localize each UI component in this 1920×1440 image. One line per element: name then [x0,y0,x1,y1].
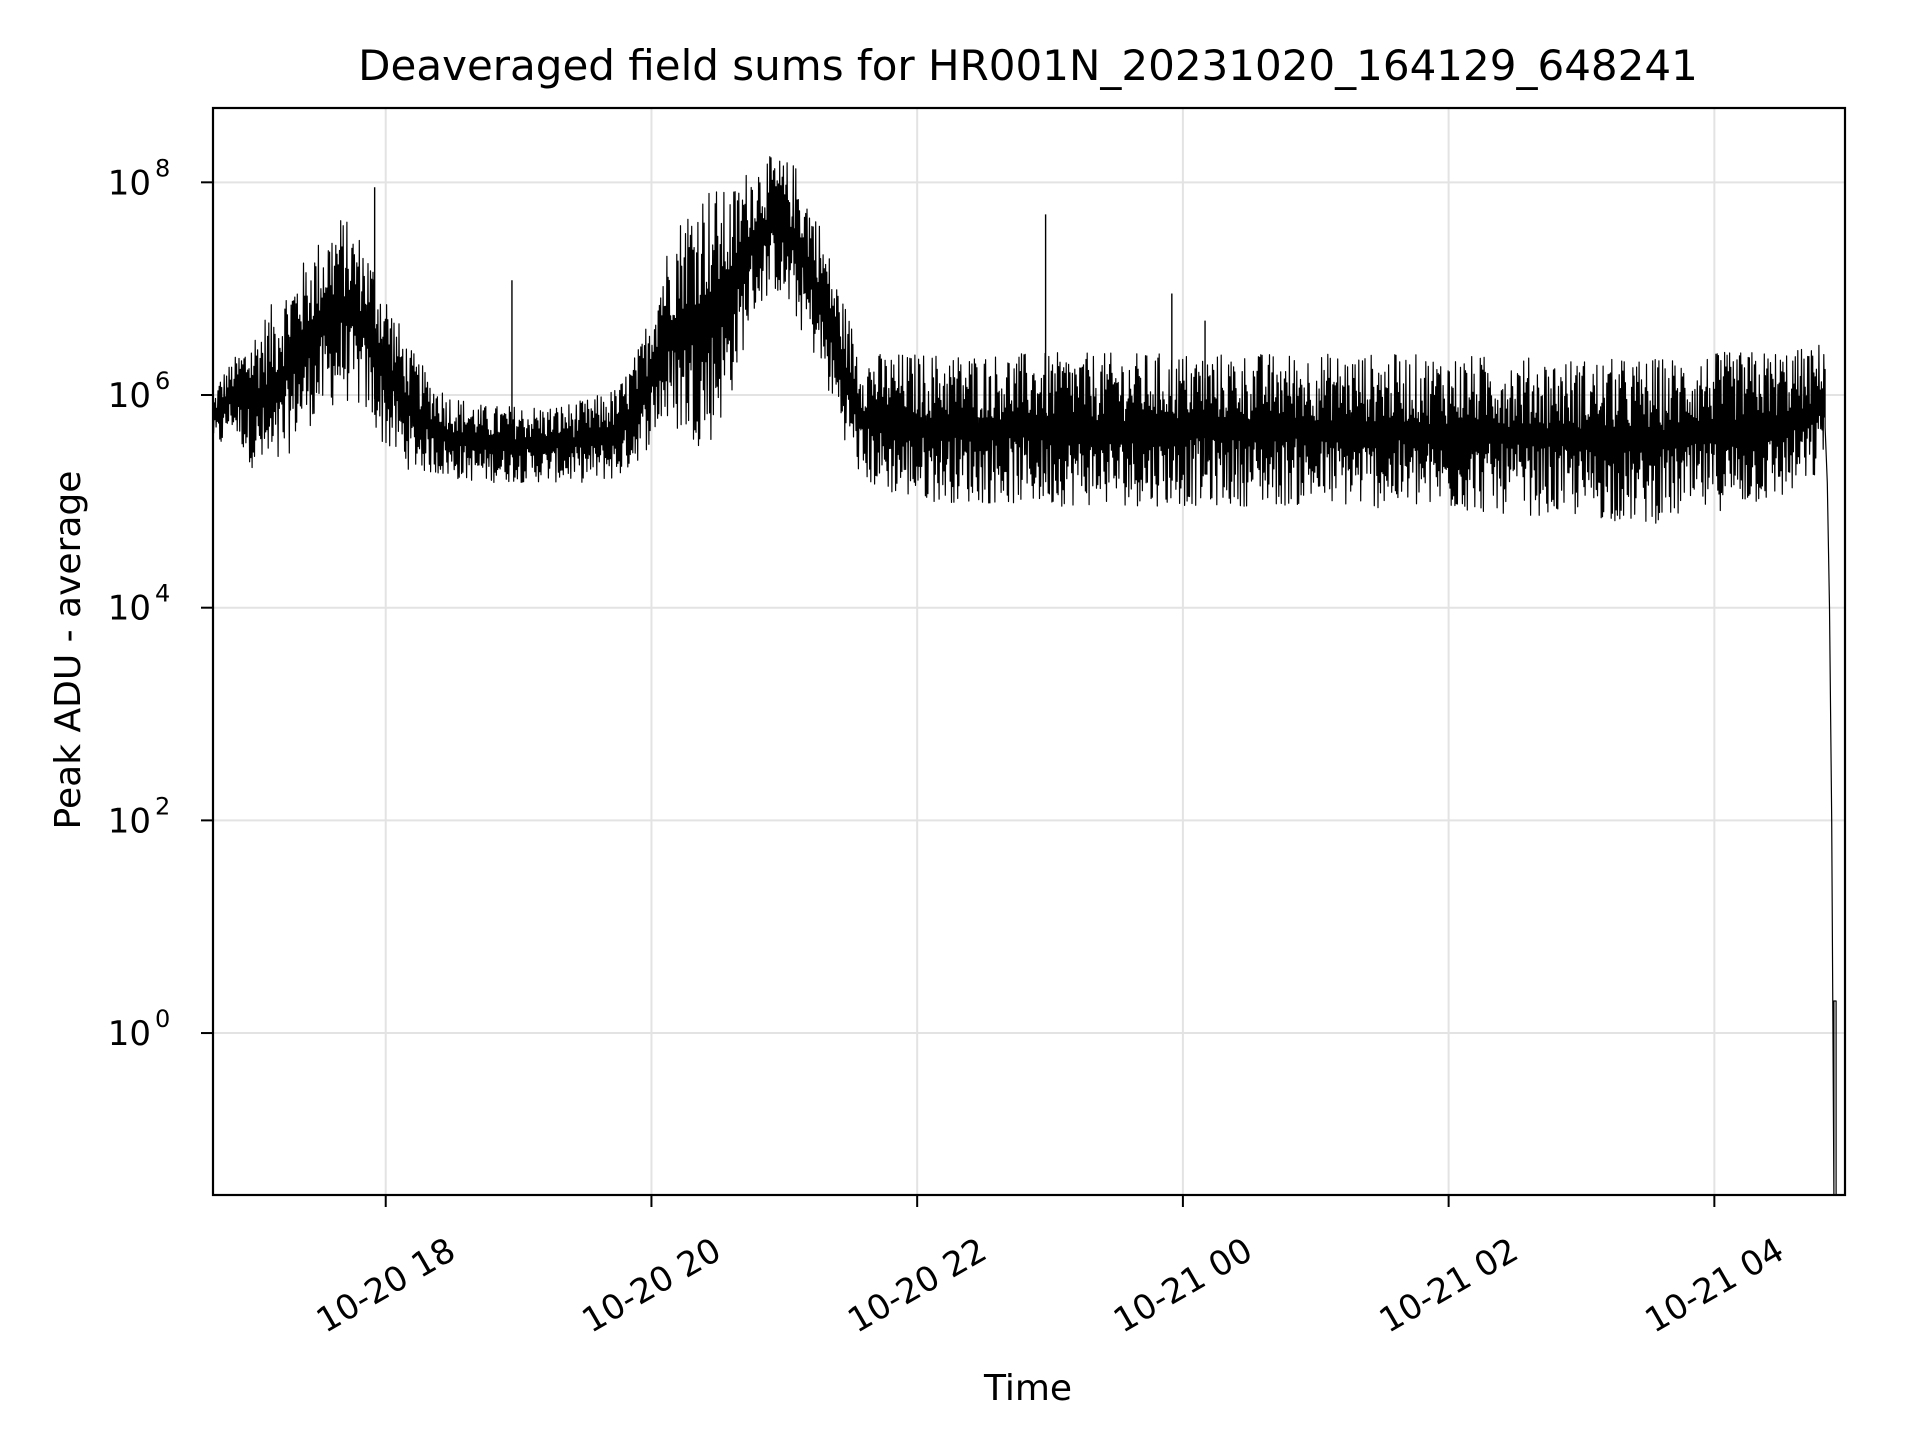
y-tick-label: 10 [108,376,151,416]
y-tick-label: 10 [108,1014,151,1054]
grid [213,108,1845,1195]
x-axis-label: Time [983,1368,1072,1409]
y-tick-exponent: 0 [155,1005,170,1033]
series-line [212,156,1837,1196]
y-axis-label: Peak ADU - average [48,471,89,830]
y-tick-exponent: 2 [155,792,170,820]
series-layer [212,156,1837,1196]
y-tick-exponent: 4 [155,580,170,608]
chart-title: Deaveraged field sums for HR001N_2023102… [358,41,1698,90]
y-tick-exponent: 8 [155,154,170,182]
y-tick-label: 10 [108,589,151,629]
plot-frame [211,106,1847,1197]
y-tick-label: 10 [108,163,151,203]
y-tick-exponent: 6 [155,367,170,395]
y-tick-label: 10 [108,801,151,841]
